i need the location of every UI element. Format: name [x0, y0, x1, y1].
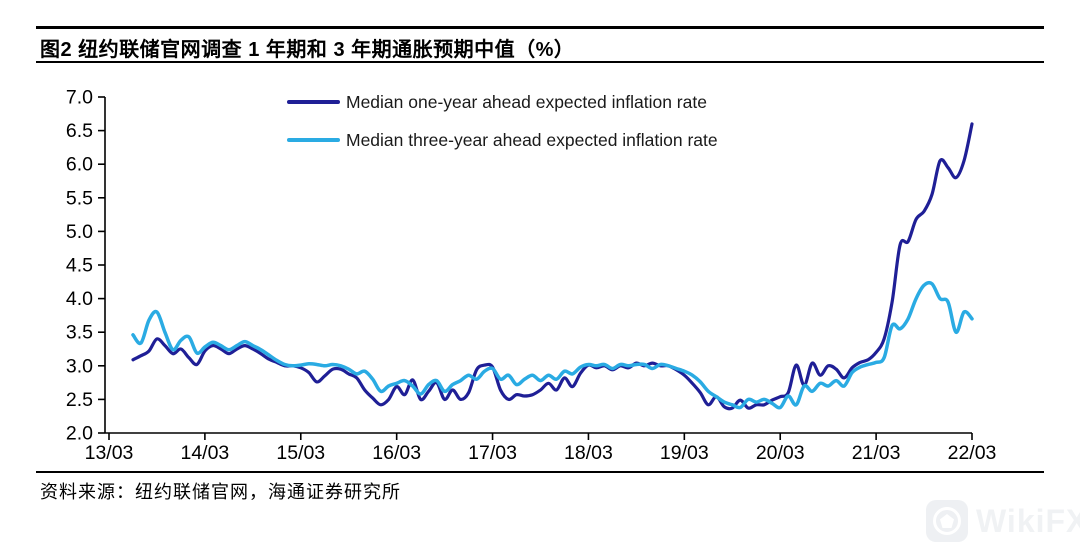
series-line-three-year	[131, 280, 974, 410]
x-tick-label: 22/03	[948, 442, 997, 464]
chart-title: 图2 纽约联储官网调查 1 年期和 3 年期通胀预期中值（%）	[40, 39, 575, 61]
y-tick-label: 7.0	[66, 87, 93, 109]
watermark-text: WikiFX	[976, 502, 1080, 539]
legend-item-three-year: Median three-year ahead expected inflati…	[287, 128, 718, 152]
legend-label-one-year: Median one-year ahead expected inflation…	[346, 91, 707, 112]
title-divider-rule	[36, 61, 1044, 63]
footer-divider-rule	[36, 471, 1044, 473]
y-tick-label: 3.0	[66, 355, 93, 377]
y-tick-label: 6.0	[66, 154, 93, 176]
x-tick-label: 20/03	[756, 442, 805, 464]
y-tick-label: 2.5	[66, 389, 93, 411]
x-tick-label: 21/03	[852, 442, 901, 464]
x-tick-label: 14/03	[180, 442, 229, 464]
three-year-line-swatch	[287, 138, 340, 142]
x-tick-label: 13/03	[85, 442, 134, 464]
y-tick-label: 4.0	[66, 288, 93, 310]
y-tick-label: 2.0	[66, 423, 93, 445]
x-tick-label: 18/03	[564, 442, 613, 464]
y-tick-label: 5.5	[66, 187, 93, 209]
chart-legend: Median one-year ahead expected inflation…	[287, 90, 718, 152]
y-tick-label: 4.5	[66, 255, 93, 277]
x-tick-label: 15/03	[276, 442, 325, 464]
wikifx-watermark: WikiFX	[926, 500, 1080, 542]
series-line-one-year	[131, 122, 974, 411]
top-rule	[36, 26, 1044, 29]
y-tick-label: 6.5	[66, 120, 93, 142]
wikifx-camera-logo-icon	[926, 500, 968, 542]
x-tick-label: 17/03	[468, 442, 517, 464]
one-year-line-swatch	[287, 100, 340, 104]
x-tick-label: 19/03	[660, 442, 709, 464]
legend-label-three-year: Median three-year ahead expected inflati…	[346, 129, 718, 150]
x-tick-label: 16/03	[372, 442, 421, 464]
y-tick-label: 5.0	[66, 221, 93, 243]
y-tick-label: 3.5	[66, 322, 93, 344]
legend-item-one-year: Median one-year ahead expected inflation…	[287, 90, 718, 114]
data-source-note: 资料来源：纽约联储官网，海通证券研究所	[40, 482, 401, 502]
